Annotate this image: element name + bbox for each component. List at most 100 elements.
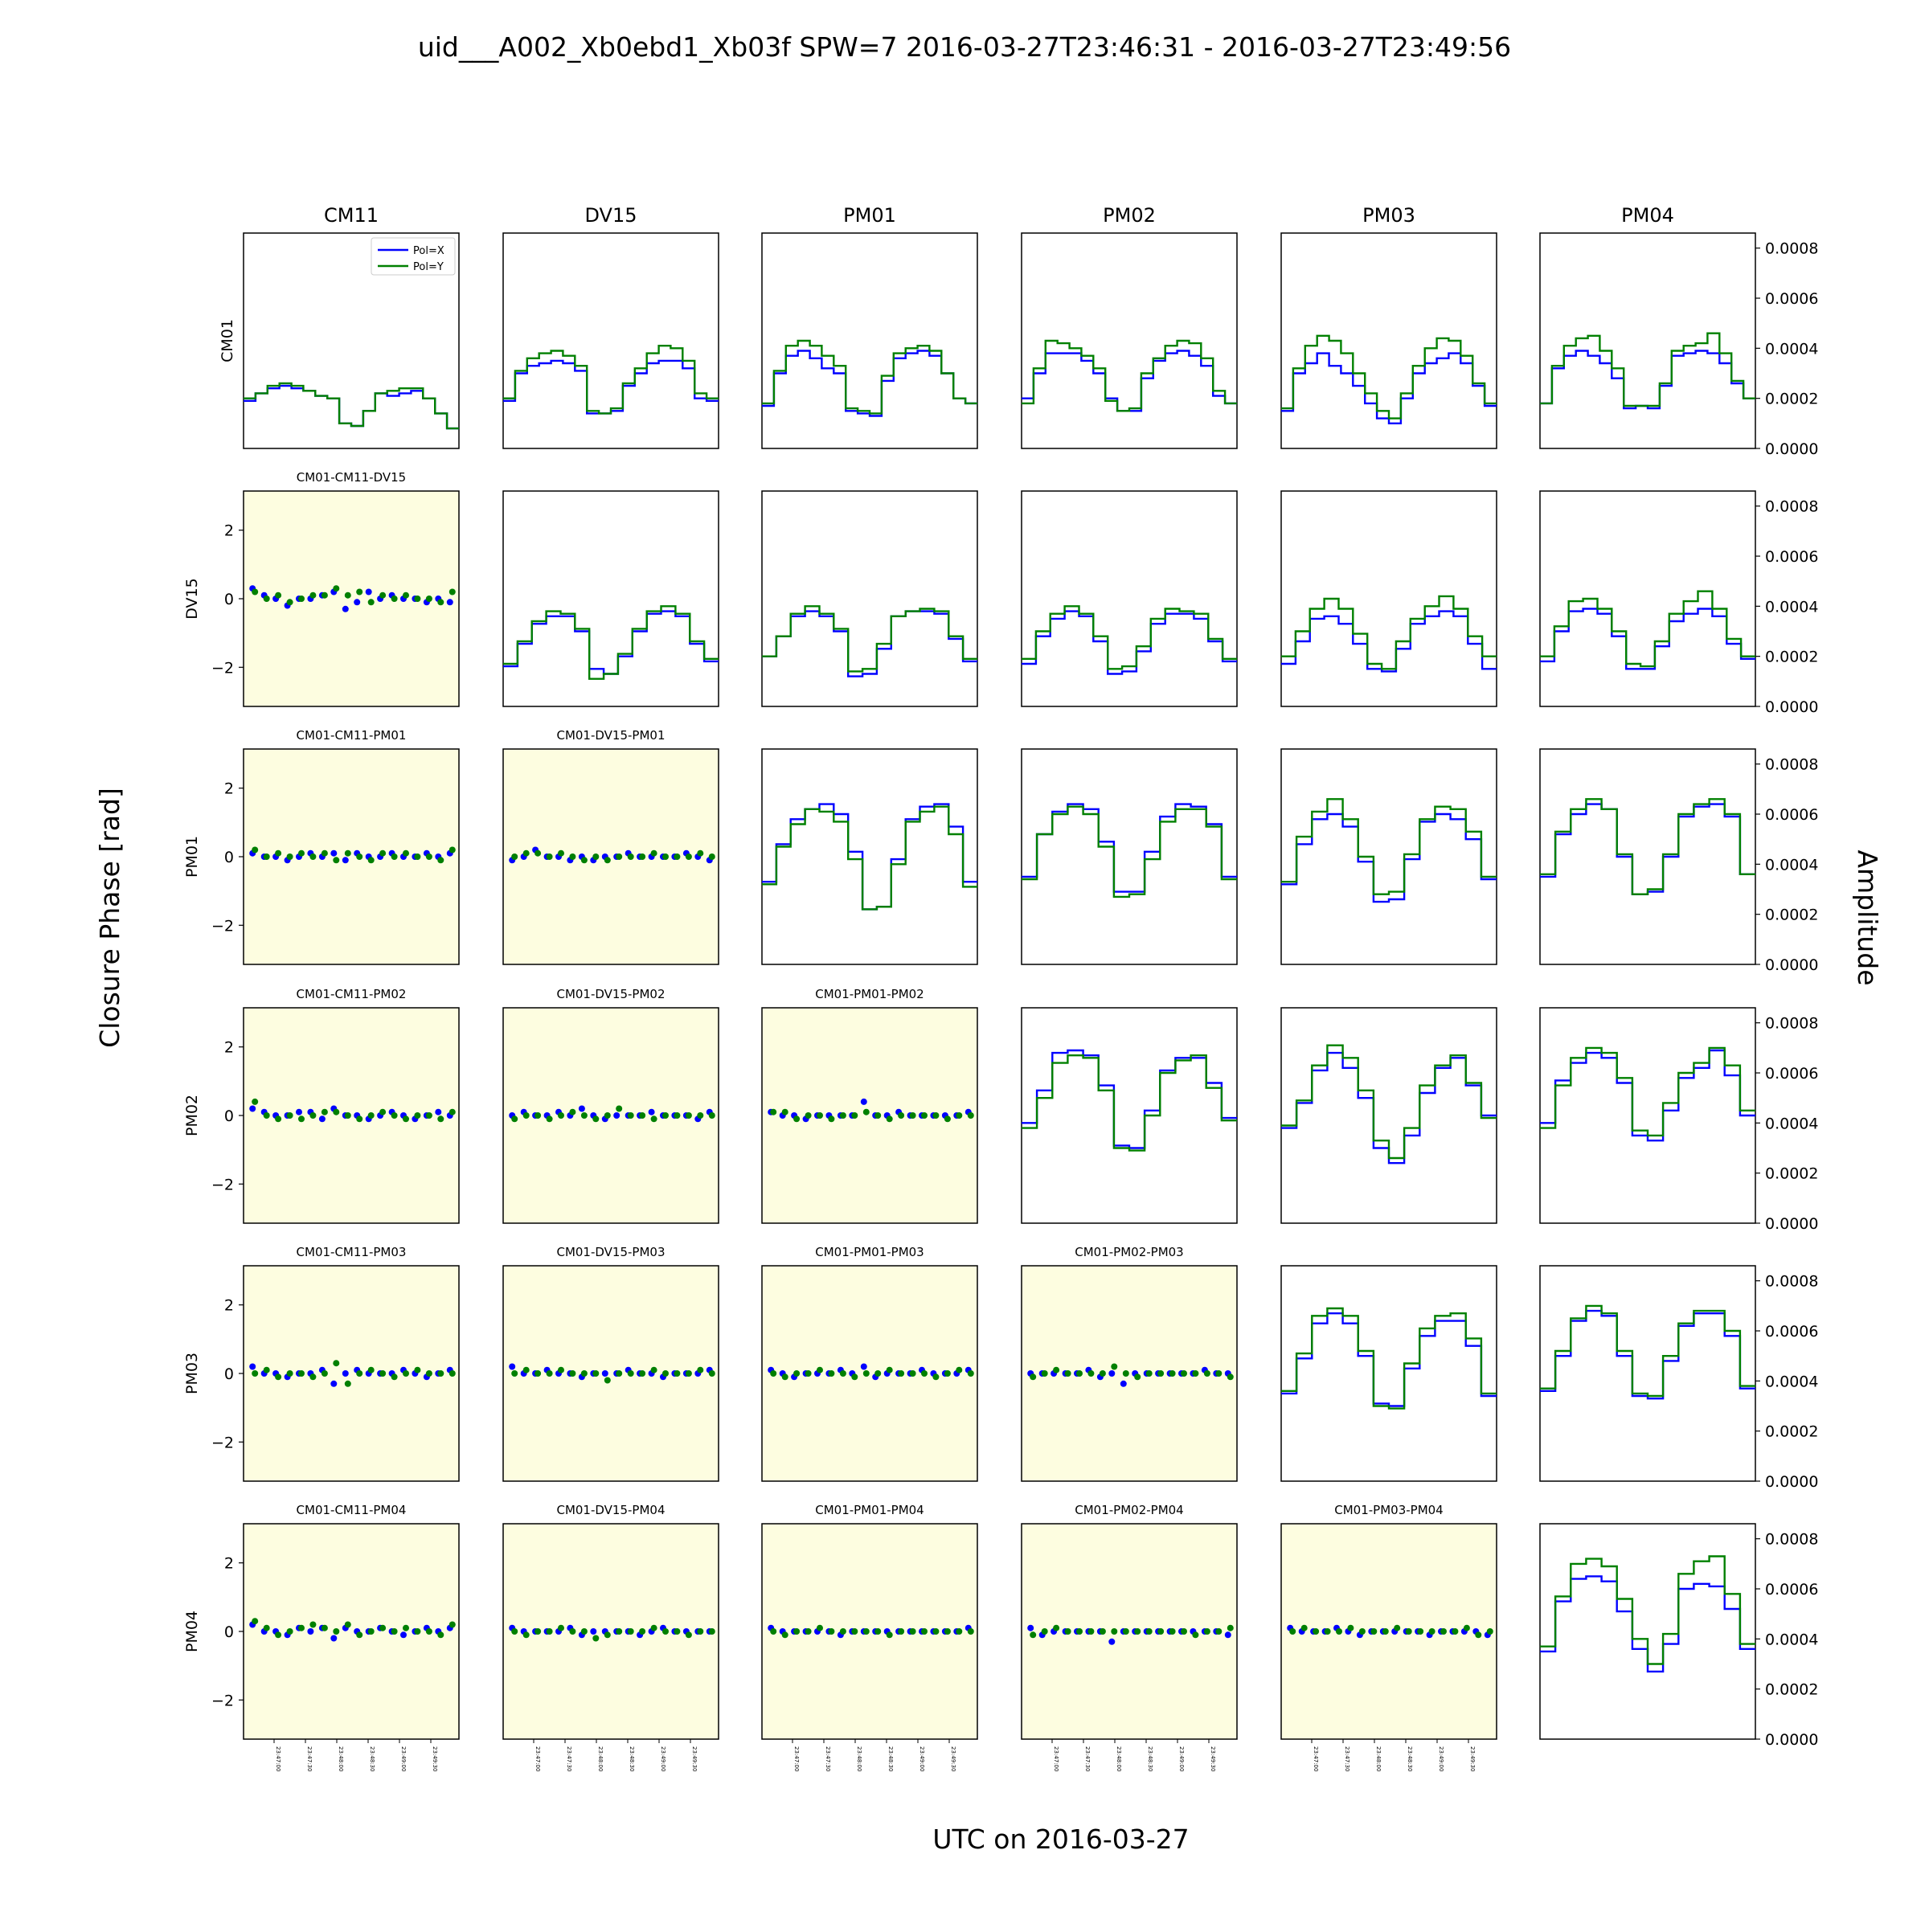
panel-frame bbox=[1021, 490, 1238, 707]
phase-point-pol-y bbox=[805, 1628, 812, 1635]
legend-label: Pol=Y bbox=[413, 261, 444, 273]
phase-point-pol-y bbox=[522, 849, 530, 857]
panel-frame bbox=[1280, 490, 1497, 707]
phase-point-pol-x bbox=[446, 599, 453, 606]
phase-point-pol-y bbox=[1417, 1628, 1424, 1635]
phase-point-pol-x bbox=[435, 1108, 442, 1115]
panel-pm03-pm03 bbox=[1280, 1265, 1497, 1482]
row-label-pm04: PM04 bbox=[183, 1611, 201, 1652]
phase-point-pol-y bbox=[697, 849, 704, 857]
time-tick-label: 23:47:00 bbox=[1053, 1746, 1059, 1771]
phase-point-pol-y bbox=[898, 1370, 905, 1377]
phase-point-pol-y bbox=[697, 1112, 704, 1119]
phase-point-pol-y bbox=[344, 591, 351, 599]
amp-tick-label: 0.0008 bbox=[1765, 1531, 1818, 1549]
amp-tick-label: 0.0000 bbox=[1765, 956, 1818, 974]
phase-point-pol-y bbox=[1145, 1628, 1153, 1635]
phase-point-pol-y bbox=[344, 1112, 351, 1119]
phase-point-pol-y bbox=[851, 1112, 858, 1119]
time-tick-label: 23:49:30 bbox=[691, 1746, 698, 1771]
phase-tick-label: 0 bbox=[224, 1623, 234, 1641]
phase-point-pol-y bbox=[558, 849, 564, 857]
phase-point-pol-y bbox=[627, 1112, 634, 1119]
phase-point-pol-y bbox=[425, 1628, 432, 1635]
phase-point-pol-y bbox=[414, 1628, 421, 1635]
panel-frame bbox=[1539, 1523, 1756, 1740]
phase-point-pol-y bbox=[437, 1631, 444, 1639]
phase-point-pol-y bbox=[448, 1621, 456, 1628]
phase-point-pol-y bbox=[367, 1628, 375, 1635]
amplitude-line-pol-y bbox=[1281, 798, 1497, 895]
amplitude-line-pol-y bbox=[1540, 590, 1755, 668]
phase-point-pol-y bbox=[627, 1628, 634, 1635]
row-label-pm03: PM03 bbox=[183, 1353, 201, 1394]
phase-point-pol-y bbox=[898, 1628, 905, 1635]
panel-pm01-cm11: CM01-CM11-PM01 2 0 −2 bbox=[211, 728, 460, 965]
amp-tick-label: 0.0004 bbox=[1765, 1373, 1818, 1390]
amp-tick-label: 0.0008 bbox=[1765, 498, 1818, 516]
phase-point-pol-y bbox=[309, 1373, 317, 1381]
panel-frame bbox=[502, 232, 719, 449]
phase-point-pol-y bbox=[379, 1370, 387, 1377]
phase-point-pol-y bbox=[793, 1115, 801, 1123]
phase-point-pol-y bbox=[851, 1373, 858, 1381]
amp-tick-label: 0.0004 bbox=[1765, 598, 1818, 616]
phase-point-pol-y bbox=[580, 857, 588, 864]
closure-title: CM01-PM01-PM04 bbox=[815, 1503, 924, 1517]
phase-point-pol-y bbox=[817, 1112, 823, 1119]
phase-point-pol-y bbox=[391, 1112, 398, 1119]
panel-frame bbox=[1021, 1007, 1238, 1224]
phase-point-pol-y bbox=[921, 1628, 928, 1635]
time-tick-label: 23:47:30 bbox=[1084, 1746, 1091, 1771]
phase-point-pol-y bbox=[437, 1115, 444, 1123]
phase-point-pol-y bbox=[1087, 1370, 1095, 1377]
phase-point-pol-x bbox=[601, 1370, 608, 1377]
phase-point-pol-y bbox=[781, 1373, 788, 1381]
phase-point-pol-y bbox=[546, 1628, 553, 1635]
phase-point-pol-y bbox=[604, 1112, 611, 1119]
phase-point-pol-y bbox=[592, 1115, 600, 1123]
phase-point-pol-y bbox=[616, 1370, 623, 1377]
phase-point-pol-y bbox=[263, 1366, 270, 1373]
phase-point-pol-x bbox=[613, 1112, 620, 1119]
closure-title: CM01-PM02-PM04 bbox=[1075, 1503, 1183, 1517]
panel-frame bbox=[761, 748, 978, 965]
phase-point-pol-y bbox=[770, 1628, 777, 1635]
phase-point-pol-y bbox=[414, 853, 421, 860]
phase-point-pol-y bbox=[344, 1621, 351, 1628]
phase-point-pol-y bbox=[1181, 1370, 1187, 1377]
phase-point-pol-y bbox=[898, 1112, 905, 1119]
phase-point-pol-y bbox=[685, 1370, 692, 1377]
phase-point-pol-y bbox=[793, 1370, 801, 1377]
phase-point-pol-y bbox=[1099, 1370, 1106, 1377]
phase-point-pol-y bbox=[333, 1628, 340, 1635]
phase-point-pol-y bbox=[627, 853, 634, 860]
phase-point-pol-y bbox=[1041, 1628, 1048, 1635]
phase-point-pol-y bbox=[356, 1115, 363, 1123]
phase-point-pol-y bbox=[1300, 1624, 1308, 1631]
phase-point-pol-y bbox=[616, 1105, 623, 1112]
legend-label: Pol=X bbox=[413, 245, 444, 257]
phase-point-pol-y bbox=[1463, 1624, 1470, 1631]
phase-point-pol-y bbox=[522, 1631, 530, 1639]
phase-point-pol-x bbox=[509, 1363, 516, 1370]
panel-pm03-pm01: CM01-PM01-PM03 bbox=[761, 1245, 978, 1482]
phase-point-pol-y bbox=[558, 1366, 564, 1373]
row-label-pm02: PM02 bbox=[183, 1095, 201, 1136]
phase-tick-label: 0 bbox=[224, 1107, 234, 1125]
amplitude-line-pol-y bbox=[1540, 1555, 1755, 1665]
phase-point-pol-y bbox=[674, 1112, 681, 1119]
phase-point-pol-y bbox=[604, 857, 611, 864]
phase-point-pol-y bbox=[805, 1112, 812, 1119]
phase-point-pol-y bbox=[391, 853, 398, 860]
time-tick-label: 23:49:30 bbox=[432, 1746, 438, 1771]
panel-pm03-pm02: CM01-PM02-PM03 bbox=[1021, 1245, 1238, 1482]
phase-point-pol-y bbox=[1111, 1628, 1118, 1635]
phase-point-pol-y bbox=[1064, 1370, 1071, 1377]
amp-tick-label: 0.0008 bbox=[1765, 1015, 1818, 1033]
closure-title: CM01-DV15-PM03 bbox=[556, 1245, 665, 1259]
phase-point-pol-y bbox=[592, 1635, 600, 1642]
time-tick-label: 23:49:30 bbox=[950, 1746, 956, 1771]
amp-tick-label: 0.0004 bbox=[1765, 340, 1818, 358]
column-header-dv15: DV15 bbox=[584, 204, 637, 227]
